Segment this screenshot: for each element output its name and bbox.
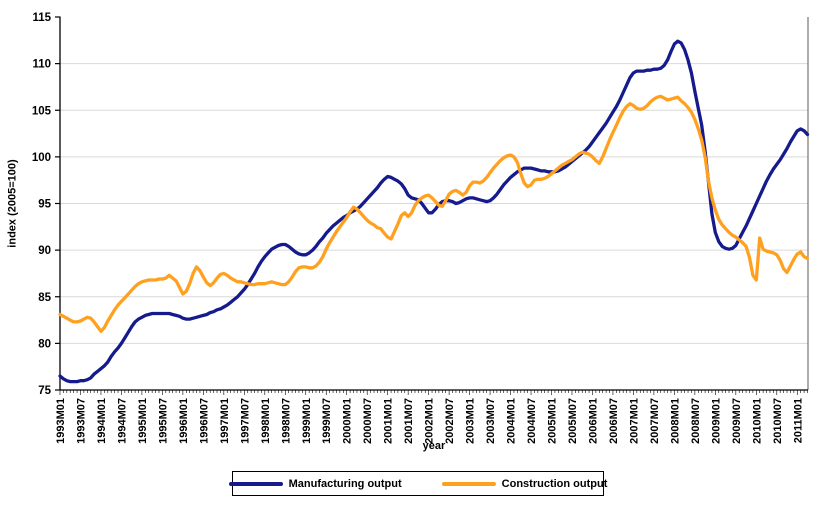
x-tick-label: 2005M01 bbox=[547, 398, 559, 444]
x-tick-label: 2003M07 bbox=[485, 398, 497, 444]
x-tick-label: 2008M01 bbox=[669, 398, 681, 444]
manufacturing-line bbox=[58, 39, 810, 384]
y-tick-label: 80 bbox=[38, 338, 51, 350]
x-tick-label: 2006M01 bbox=[587, 398, 599, 444]
x-tick-label: 1999M07 bbox=[321, 398, 333, 444]
x-tick-label: 1999M01 bbox=[301, 398, 313, 444]
x-tick-label: 2007M07 bbox=[649, 398, 661, 444]
x-tick-label: 1998M07 bbox=[280, 398, 292, 444]
x-tick-label: 2010M07 bbox=[772, 398, 784, 444]
y-tick-label: 100 bbox=[32, 152, 51, 164]
x-tick-label: 2011M01 bbox=[792, 398, 804, 443]
x-tick-label: 2009M01 bbox=[710, 398, 722, 444]
x-tick-label: 2008M07 bbox=[690, 398, 702, 444]
x-tick-label: 1996M07 bbox=[198, 398, 210, 444]
x-axis-title: year bbox=[422, 440, 446, 452]
y-tick-label: 90 bbox=[38, 245, 51, 257]
construction-line-swatch bbox=[441, 481, 496, 486]
x-tick-label: 2001M07 bbox=[403, 398, 415, 444]
legend: Manufacturing output Construction output bbox=[228, 471, 607, 496]
x-tick-label: 2006M07 bbox=[608, 398, 620, 444]
x-tick-label: 1996M01 bbox=[178, 398, 190, 444]
x-tick-label: 2007M01 bbox=[628, 398, 640, 444]
y-tick-label: 85 bbox=[38, 292, 51, 304]
y-axis-title: index (2005=100) bbox=[6, 159, 19, 248]
x-tick-label: 2000M07 bbox=[362, 398, 374, 444]
y-tick-label: 110 bbox=[32, 59, 51, 71]
legend-item-manufacturing: Manufacturing output bbox=[228, 477, 402, 490]
x-tick-label: 1997M07 bbox=[239, 398, 251, 444]
y-tick-label: 95 bbox=[38, 199, 51, 211]
y-tick-label: 105 bbox=[32, 105, 52, 117]
x-tick-label: 1993M01 bbox=[55, 398, 67, 444]
x-tick-label: 1994M01 bbox=[96, 398, 108, 444]
x-tick-label: 2004M01 bbox=[506, 398, 518, 444]
y-tick-label: 75 bbox=[38, 385, 51, 397]
x-tick-label: 1995M01 bbox=[137, 398, 149, 444]
x-tick-label: 1997M01 bbox=[219, 398, 231, 444]
x-tick-label: 1993M07 bbox=[75, 398, 87, 444]
legend-label-manufacturing: Manufacturing output bbox=[288, 477, 402, 490]
y-tick-label: 115 bbox=[32, 12, 51, 24]
x-tick-label: 2003M01 bbox=[465, 398, 477, 444]
x-tick-label: 2001M01 bbox=[383, 398, 395, 444]
x-tick-label: 2004M07 bbox=[526, 398, 538, 444]
x-tick-label: 1998M01 bbox=[260, 398, 272, 444]
x-tick-label: 1994M07 bbox=[116, 398, 128, 444]
x-tick-label: 2000M01 bbox=[342, 398, 354, 444]
legend-item-construction: Construction output bbox=[441, 477, 608, 490]
x-tick-label: 2002M01 bbox=[424, 398, 436, 444]
x-tick-label: 2010M01 bbox=[751, 398, 763, 444]
x-tick-label: 2002M07 bbox=[444, 398, 456, 444]
x-tick-label: 1995M07 bbox=[157, 398, 169, 444]
x-tick-label: 2009M07 bbox=[731, 398, 743, 444]
legend-label-construction: Construction output bbox=[501, 477, 608, 490]
manufacturing-line-swatch bbox=[228, 481, 283, 486]
x-tick-label: 2005M07 bbox=[567, 398, 579, 444]
construction-line bbox=[58, 94, 810, 333]
